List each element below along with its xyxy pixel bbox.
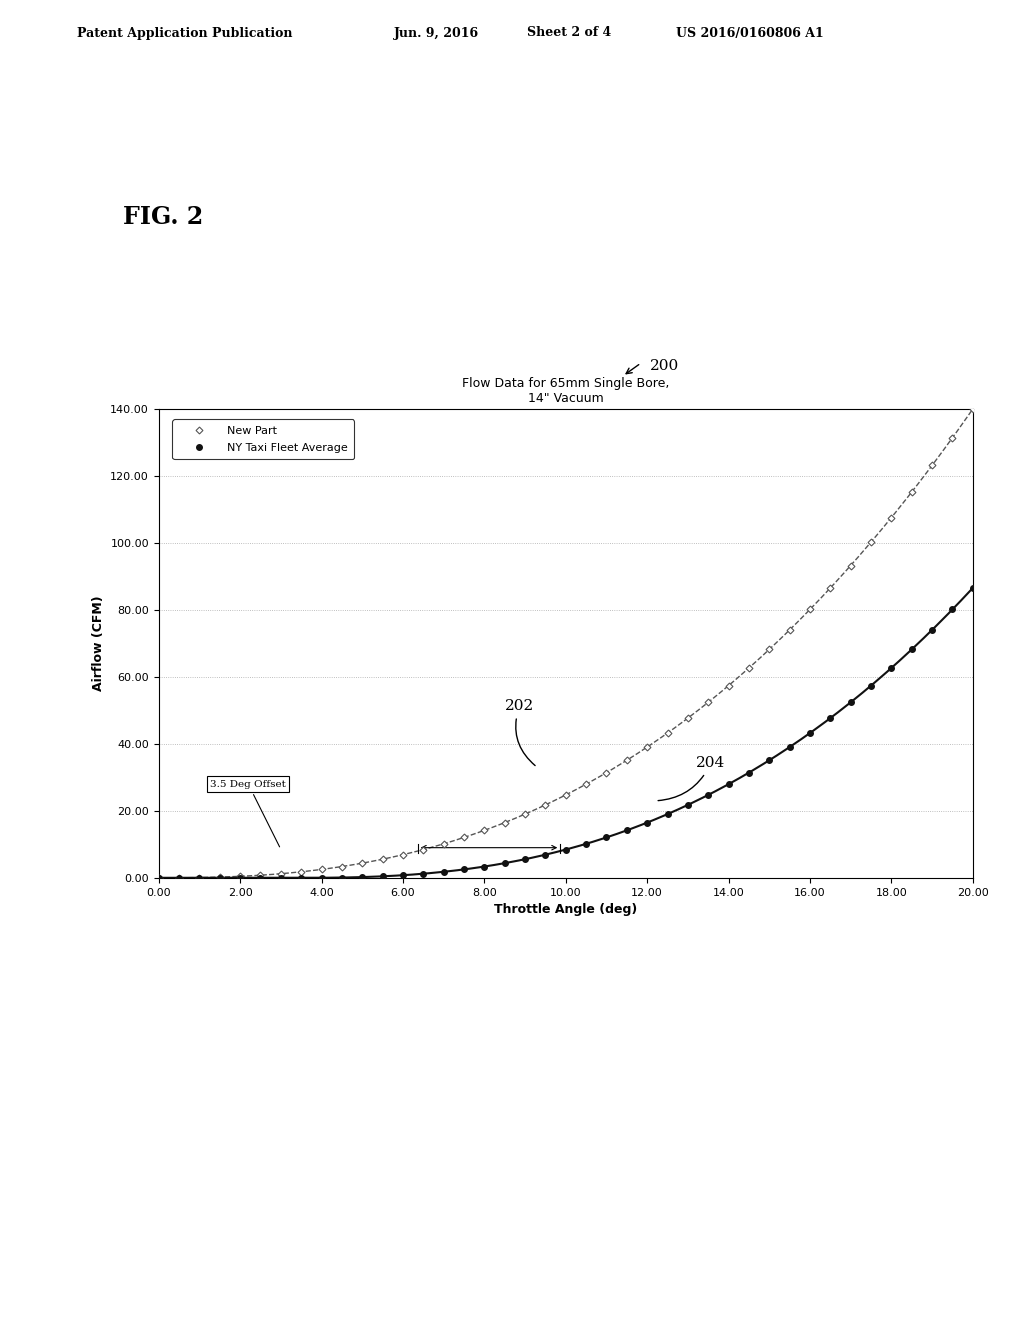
NY Taxi Fleet Average (377, 869, 389, 884)
NY Taxi Fleet Average (946, 602, 958, 618)
New Part (742, 660, 755, 676)
NY Taxi Fleet Average (519, 851, 531, 867)
New Part (560, 787, 572, 803)
New Part (233, 869, 247, 884)
New Part (458, 829, 470, 845)
New Part (194, 870, 206, 886)
NY Taxi Fleet Average (702, 787, 715, 803)
New Part (499, 814, 511, 830)
NY Taxi Fleet Average (560, 842, 572, 858)
NY Taxi Fleet Average (865, 677, 878, 693)
Text: 3.5 Deg Offset: 3.5 Deg Offset (210, 780, 286, 847)
NY Taxi Fleet Average (478, 858, 490, 874)
New Part (540, 797, 552, 813)
New Part (641, 739, 653, 755)
NY Taxi Fleet Average (295, 870, 307, 886)
NY Taxi Fleet Average (315, 870, 328, 886)
New Part (254, 867, 266, 883)
New Part (702, 694, 715, 710)
NY Taxi Fleet Average (437, 863, 450, 879)
New Part (274, 866, 287, 882)
Title: Flow Data for 65mm Single Bore,
14" Vacuum: Flow Data for 65mm Single Bore, 14" Vacu… (462, 378, 670, 405)
NY Taxi Fleet Average (499, 855, 511, 871)
NY Taxi Fleet Average (641, 814, 653, 830)
New Part (295, 863, 307, 879)
Text: 204: 204 (658, 756, 725, 801)
NY Taxi Fleet Average (397, 867, 410, 883)
New Part (356, 855, 369, 871)
New Part (437, 836, 450, 851)
New Part (967, 401, 979, 417)
X-axis label: Throttle Angle (deg): Throttle Angle (deg) (495, 903, 637, 916)
New Part (783, 622, 796, 638)
NY Taxi Fleet Average (845, 694, 857, 710)
NY Taxi Fleet Average (153, 870, 165, 886)
Text: FIG. 2: FIG. 2 (123, 205, 203, 228)
New Part (397, 846, 410, 862)
New Part (886, 510, 898, 525)
Text: 202: 202 (505, 700, 536, 766)
New Part (662, 725, 674, 741)
NY Taxi Fleet Average (540, 846, 552, 862)
NY Taxi Fleet Average (580, 836, 592, 851)
New Part (946, 430, 958, 446)
New Part (845, 557, 857, 573)
NY Taxi Fleet Average (742, 764, 755, 780)
Text: Patent Application Publication: Patent Application Publication (77, 26, 292, 40)
New Part (763, 642, 775, 657)
Legend: New Part, NY Taxi Fleet Average: New Part, NY Taxi Fleet Average (172, 420, 354, 459)
NY Taxi Fleet Average (621, 822, 633, 838)
Line: NY Taxi Fleet Average: NY Taxi Fleet Average (156, 585, 976, 880)
New Part (824, 579, 837, 595)
New Part (214, 869, 226, 884)
NY Taxi Fleet Average (926, 622, 938, 638)
New Part (417, 842, 429, 858)
New Part (315, 862, 328, 878)
New Part (682, 710, 694, 726)
New Part (478, 822, 490, 838)
Line: New Part: New Part (157, 407, 975, 880)
NY Taxi Fleet Average (682, 797, 694, 813)
New Part (723, 677, 735, 693)
NY Taxi Fleet Average (824, 710, 837, 726)
NY Taxi Fleet Average (458, 862, 470, 878)
New Part (804, 602, 816, 618)
NY Taxi Fleet Average (763, 752, 775, 768)
New Part (173, 870, 185, 886)
New Part (377, 851, 389, 867)
Y-axis label: Airflow (CFM): Airflow (CFM) (92, 595, 104, 692)
Text: 200: 200 (650, 359, 680, 372)
New Part (580, 776, 592, 792)
New Part (600, 764, 612, 780)
NY Taxi Fleet Average (214, 870, 226, 886)
New Part (519, 807, 531, 822)
NY Taxi Fleet Average (662, 807, 674, 822)
New Part (926, 458, 938, 474)
New Part (905, 484, 918, 500)
NY Taxi Fleet Average (600, 829, 612, 845)
NY Taxi Fleet Average (254, 870, 266, 886)
New Part (621, 752, 633, 768)
NY Taxi Fleet Average (783, 739, 796, 755)
NY Taxi Fleet Average (233, 870, 247, 886)
New Part (336, 858, 348, 874)
NY Taxi Fleet Average (905, 642, 918, 657)
NY Taxi Fleet Average (173, 870, 185, 886)
Text: Sheet 2 of 4: Sheet 2 of 4 (527, 26, 611, 40)
NY Taxi Fleet Average (417, 866, 429, 882)
NY Taxi Fleet Average (336, 870, 348, 886)
NY Taxi Fleet Average (886, 660, 898, 676)
NY Taxi Fleet Average (967, 579, 979, 595)
NY Taxi Fleet Average (804, 725, 816, 741)
NY Taxi Fleet Average (723, 776, 735, 792)
NY Taxi Fleet Average (356, 869, 369, 884)
NY Taxi Fleet Average (194, 870, 206, 886)
New Part (865, 535, 878, 550)
New Part (153, 870, 165, 886)
Text: US 2016/0160806 A1: US 2016/0160806 A1 (676, 26, 823, 40)
Text: Jun. 9, 2016: Jun. 9, 2016 (394, 26, 479, 40)
NY Taxi Fleet Average (274, 870, 287, 886)
